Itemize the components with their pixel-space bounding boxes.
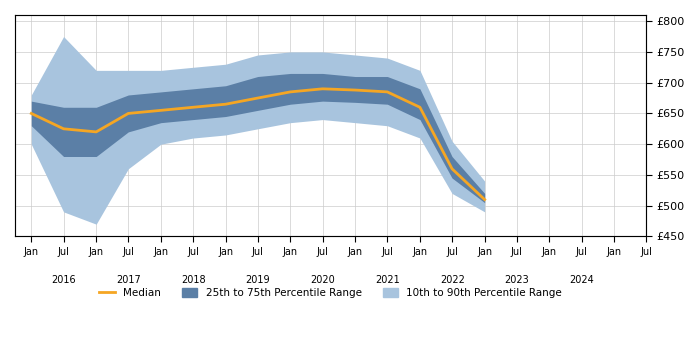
Text: 2017: 2017	[116, 275, 141, 285]
Text: 2020: 2020	[310, 275, 335, 285]
Legend: Median, 25th to 75th Percentile Range, 10th to 90th Percentile Range: Median, 25th to 75th Percentile Range, 1…	[95, 284, 566, 302]
Text: 2023: 2023	[505, 275, 529, 285]
Text: 2022: 2022	[440, 275, 465, 285]
Text: 2018: 2018	[181, 275, 206, 285]
Text: 2024: 2024	[569, 275, 594, 285]
Text: 2021: 2021	[375, 275, 400, 285]
Text: 2016: 2016	[51, 275, 76, 285]
Text: 2019: 2019	[246, 275, 270, 285]
